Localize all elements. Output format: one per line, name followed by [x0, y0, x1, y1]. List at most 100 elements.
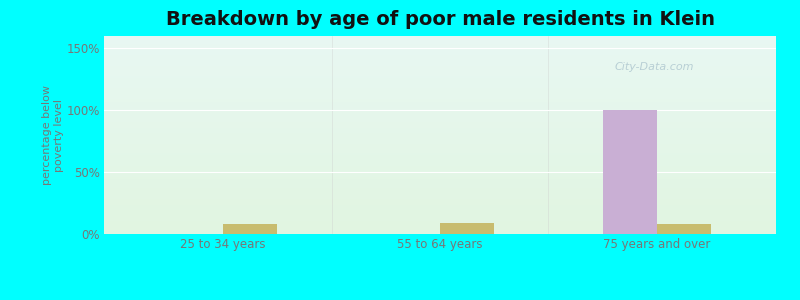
Bar	[104, 175, 776, 176]
Bar	[104, 186, 776, 187]
Bar	[104, 199, 776, 200]
Bar	[104, 54, 776, 55]
Bar	[104, 150, 776, 151]
Bar	[104, 138, 776, 139]
Bar	[104, 197, 776, 198]
Bar	[104, 94, 776, 95]
Bar	[104, 147, 776, 148]
Bar	[104, 46, 776, 47]
Bar	[104, 89, 776, 90]
Bar	[104, 86, 776, 87]
Bar	[104, 168, 776, 169]
Bar	[104, 78, 776, 79]
Bar	[104, 209, 776, 210]
Bar	[104, 137, 776, 138]
Bar	[104, 99, 776, 100]
Bar	[104, 184, 776, 185]
Bar	[104, 70, 776, 71]
Bar	[104, 205, 776, 206]
Bar	[104, 122, 776, 123]
Bar	[104, 47, 776, 48]
Bar	[104, 166, 776, 167]
Bar	[104, 50, 776, 51]
Bar	[104, 201, 776, 202]
Bar	[104, 210, 776, 211]
Bar	[104, 129, 776, 130]
Bar	[104, 202, 776, 203]
Bar	[104, 93, 776, 94]
Bar	[104, 125, 776, 126]
Bar	[104, 109, 776, 110]
Bar	[104, 229, 776, 230]
Bar	[104, 142, 776, 143]
Bar	[104, 69, 776, 70]
Bar	[104, 44, 776, 45]
Bar	[104, 112, 776, 113]
Bar	[104, 38, 776, 39]
Bar	[104, 214, 776, 215]
Bar	[104, 97, 776, 98]
Bar	[104, 220, 776, 221]
Bar	[104, 206, 776, 207]
Bar	[104, 226, 776, 227]
Bar	[104, 182, 776, 183]
Bar	[104, 43, 776, 44]
Bar	[104, 145, 776, 146]
Bar	[104, 72, 776, 73]
Bar	[104, 232, 776, 233]
Bar	[104, 81, 776, 82]
Bar	[104, 37, 776, 38]
Bar	[104, 114, 776, 115]
Bar	[104, 132, 776, 133]
Bar	[104, 151, 776, 152]
Bar	[104, 102, 776, 103]
Bar	[104, 146, 776, 147]
Text: City-Data.com: City-Data.com	[614, 61, 694, 72]
Bar	[223, 224, 278, 234]
Bar	[104, 160, 776, 161]
Bar	[104, 52, 776, 53]
Bar	[104, 185, 776, 186]
Bar	[104, 127, 776, 128]
Bar	[104, 130, 776, 131]
Bar	[104, 111, 776, 112]
Bar	[104, 101, 776, 102]
Bar	[104, 221, 776, 222]
Bar	[104, 57, 776, 58]
Bar	[104, 148, 776, 149]
Bar	[104, 203, 776, 204]
Bar	[104, 167, 776, 168]
Bar	[104, 228, 776, 229]
Bar	[104, 51, 776, 52]
Bar	[104, 113, 776, 114]
Bar	[104, 155, 776, 156]
Bar	[104, 157, 776, 158]
Bar	[104, 227, 776, 228]
Bar	[104, 218, 776, 219]
Bar	[104, 55, 776, 56]
Bar	[104, 77, 776, 78]
Bar	[104, 104, 776, 105]
Bar	[104, 105, 776, 106]
Bar	[104, 90, 776, 91]
Bar	[104, 191, 776, 192]
Bar	[104, 68, 776, 69]
Bar	[104, 169, 776, 170]
Bar	[104, 159, 776, 160]
Bar	[104, 120, 776, 121]
Bar	[104, 173, 776, 174]
Bar	[104, 217, 776, 218]
Bar	[104, 158, 776, 159]
Bar	[104, 63, 776, 64]
Bar	[104, 170, 776, 171]
Bar	[104, 177, 776, 178]
Bar	[104, 140, 776, 141]
Bar	[104, 106, 776, 107]
Bar	[104, 193, 776, 194]
Title: Breakdown by age of poor male residents in Klein: Breakdown by age of poor male residents …	[166, 10, 714, 29]
Bar	[104, 181, 776, 182]
Bar	[104, 139, 776, 140]
Bar	[104, 40, 776, 41]
Bar	[104, 98, 776, 99]
Bar	[104, 108, 776, 109]
